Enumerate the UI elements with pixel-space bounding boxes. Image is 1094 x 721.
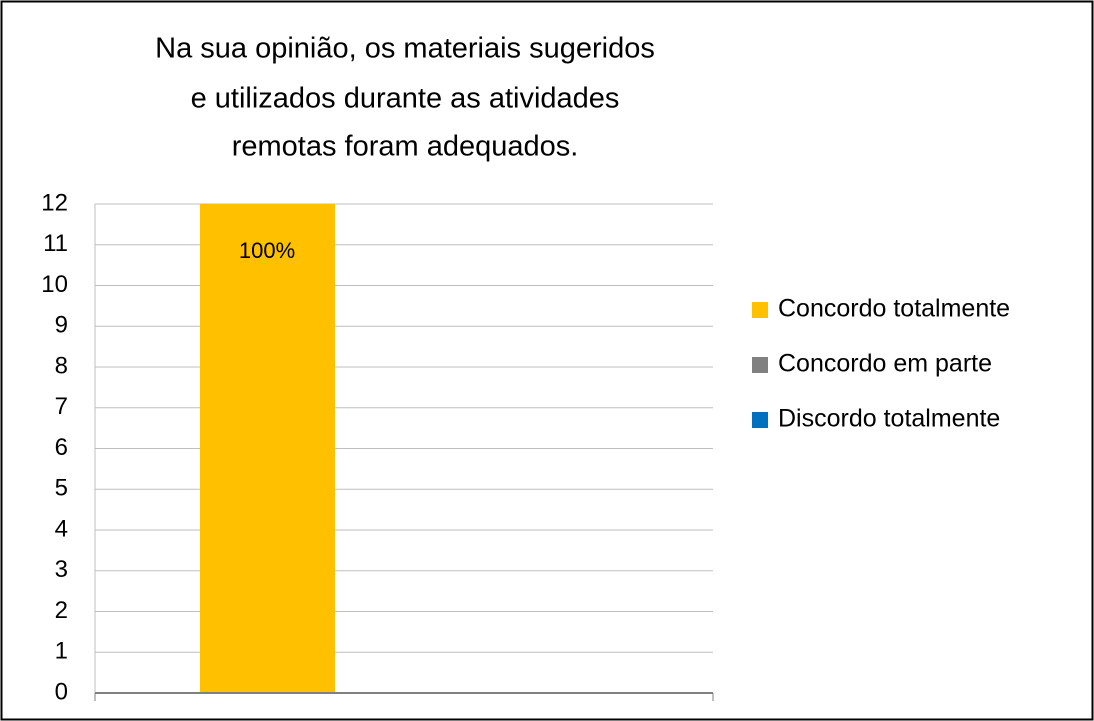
legend-marker [752,302,768,318]
y-tick-label: 7 [55,393,68,420]
y-tick-label: 3 [55,556,68,583]
legend-marker [752,412,768,428]
y-tick-label: 6 [55,434,68,461]
y-tick-label: 0 [55,678,68,705]
y-tick-label: 10 [41,271,68,298]
legend-label: Concordo em parte [778,350,992,378]
y-tick-label: 11 [43,230,68,257]
chart-title: remotas foram adequados. [232,131,579,163]
y-tick-label: 1 [55,638,68,665]
y-tick-label: 12 [41,189,68,216]
chart-title: e utilizados durante as atividades [191,83,620,115]
chart-title: Na sua opinião, os materiais sugeridos [155,33,655,65]
y-tick-label: 9 [55,312,68,339]
y-tick-label: 4 [55,515,68,542]
legend-label: Concordo totalmente [778,295,1010,323]
legend-marker [752,357,768,373]
y-tick-label: 8 [55,352,68,379]
bar [200,204,335,693]
y-tick-label: 5 [55,475,68,502]
legend-label: Discordo totalmente [778,405,1000,433]
y-tick-label: 2 [55,597,68,624]
data-label: 100% [239,238,295,263]
